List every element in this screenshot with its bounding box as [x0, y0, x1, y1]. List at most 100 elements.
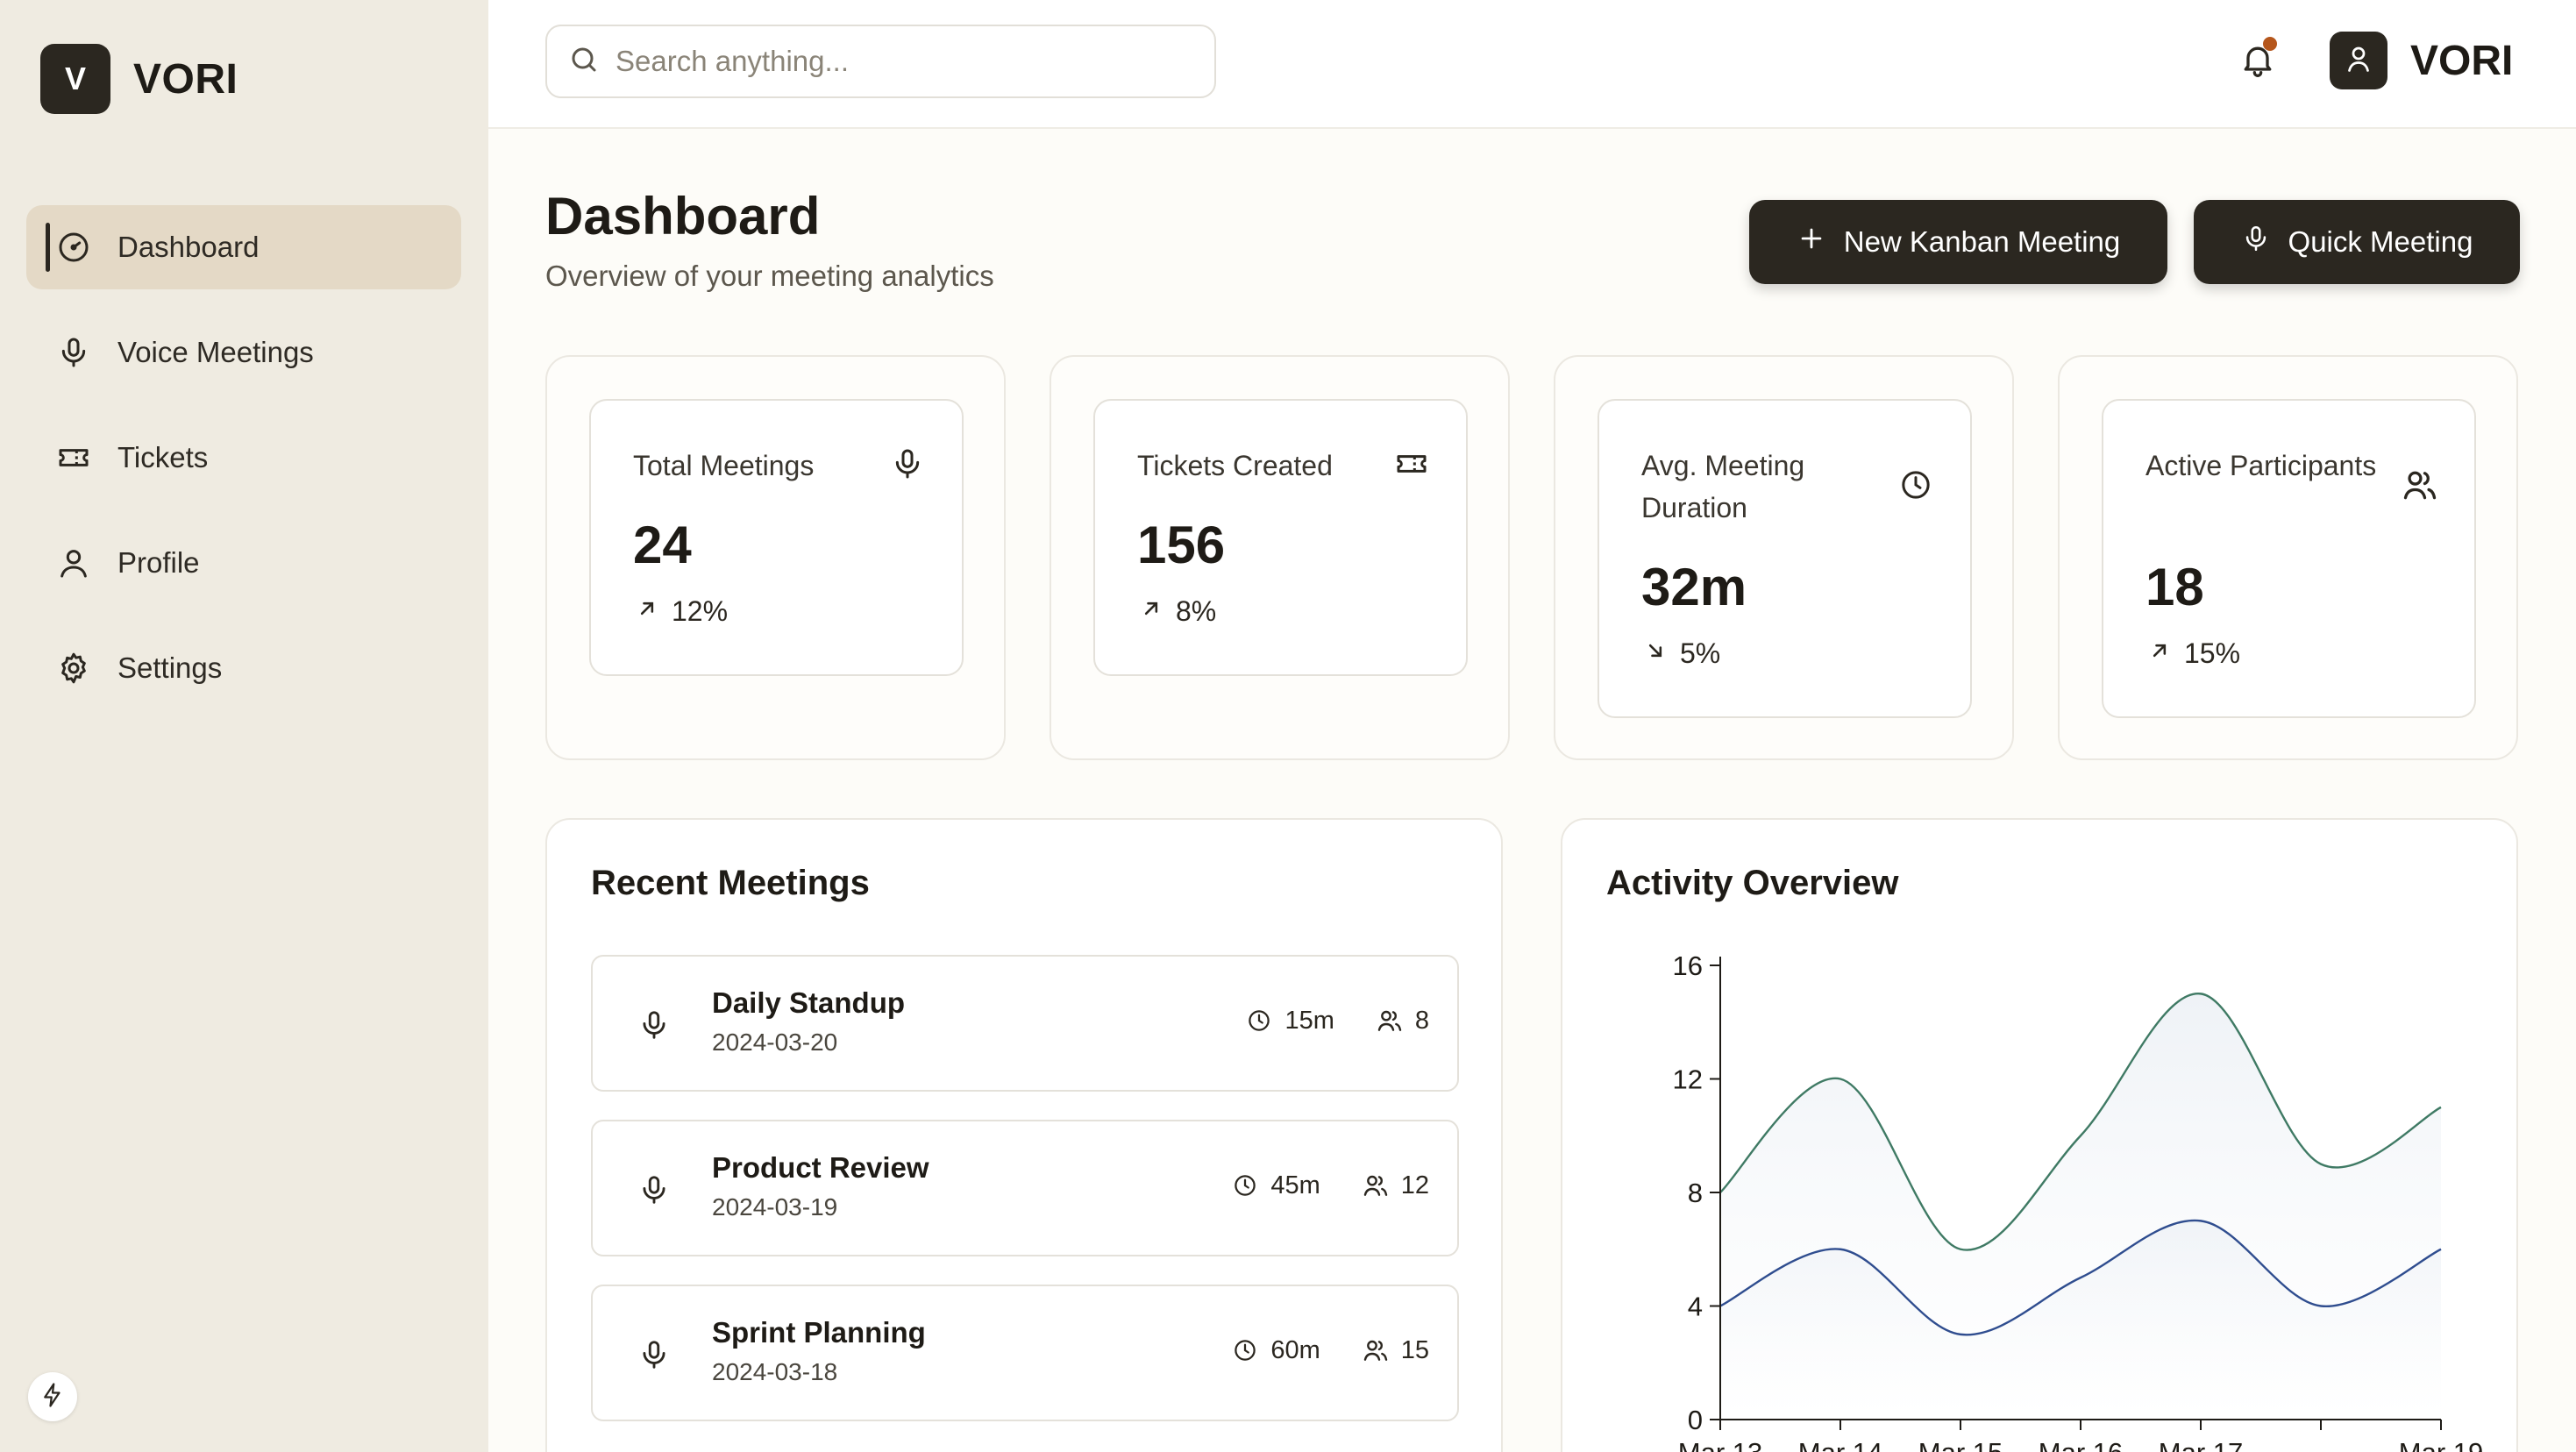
series-area-2: [1720, 1220, 2441, 1420]
x-tick-label: Mar 15: [1918, 1437, 2003, 1452]
sidebar-item-tickets[interactable]: Tickets: [26, 416, 461, 500]
brand-name: VORI: [133, 55, 238, 103]
user-icon: [56, 545, 91, 580]
topbar: VORI: [488, 0, 2576, 129]
microphone-icon: [635, 1335, 673, 1374]
meeting-item[interactable]: Daily Standup 2024-03-20 15m 8: [591, 955, 1459, 1092]
sidebar-item-label: Profile: [117, 546, 200, 579]
x-tick-label: Mar 17: [2159, 1437, 2243, 1452]
brand[interactable]: V VORI: [40, 44, 238, 114]
stat-change-value: 12%: [672, 595, 729, 627]
trend-up-icon: [1139, 595, 1163, 628]
stat-card-inner: Avg. Meeting Duration 32m 5%: [1598, 399, 1972, 718]
y-tick-label: 8: [1688, 1178, 1703, 1208]
trend-down-icon: [1643, 637, 1668, 670]
clock-icon: [1896, 466, 1935, 504]
activity-overview-panel: Activity Overview 0 4 8 12 16 Mar 13 Mar 14 Mar…: [1561, 818, 2518, 1452]
meeting-participants: 8: [1414, 1006, 1429, 1035]
stat-change: 5%: [1643, 637, 1720, 670]
stat-change-value: 8%: [1176, 595, 1217, 627]
microphone-icon: [635, 1171, 673, 1209]
meeting-duration: 15m: [1284, 1006, 1334, 1035]
users-icon: [1375, 1006, 1405, 1036]
notification-dot: [2263, 37, 2277, 51]
gear-icon: [56, 651, 91, 686]
sidebar-item-label: Voice Meetings: [117, 336, 314, 368]
users-icon: [1361, 1335, 1391, 1365]
stat-card-avg-duration: Avg. Meeting Duration 32m 5%: [1554, 355, 2014, 760]
notifications-button[interactable]: [2231, 35, 2284, 88]
stat-value: 24: [633, 516, 692, 574]
sidebar-item-label: Tickets: [117, 441, 209, 473]
stat-value: 32m: [1641, 558, 1747, 616]
user-icon: [2343, 43, 2374, 79]
trend-up-icon: [635, 595, 659, 628]
stat-card-total-meetings: Total Meetings 24 12%: [545, 355, 1006, 760]
clock-icon: [1230, 1335, 1260, 1365]
new-kanban-meeting-button[interactable]: New Kanban Meeting: [1749, 200, 2167, 284]
x-tick-label: Mar 13: [1678, 1437, 1762, 1452]
meeting-title: Product Review: [712, 1151, 929, 1184]
meeting-meta: 15m 8: [1244, 1006, 1429, 1036]
meeting-item[interactable]: Sprint Planning 2024-03-18 60m 15: [591, 1285, 1459, 1421]
stat-card-inner: Tickets Created 156 8%: [1093, 399, 1468, 676]
meeting-title: Sprint Planning: [712, 1316, 926, 1349]
stat-label: Tickets Created: [1137, 450, 1333, 481]
meeting-meta: 60m 15: [1230, 1335, 1429, 1365]
stat-card-inner: Total Meetings 24 12%: [589, 399, 964, 676]
sidebar-item-dashboard[interactable]: Dashboard: [26, 205, 461, 289]
meeting-participants: 12: [1400, 1171, 1429, 1199]
plus-icon: [1797, 224, 1826, 260]
quick-action-button[interactable]: [28, 1372, 77, 1421]
activity-chart: 0 4 8 12 16 Mar 13 Mar 14 Mar 15 Mar 16 Mar 17 Mar…: [1673, 950, 2484, 1452]
meeting-date: 2024-03-19: [712, 1193, 838, 1221]
bolt-icon: [39, 1382, 66, 1413]
microphone-icon: [56, 335, 91, 370]
sidebar-item-voice-meetings[interactable]: Voice Meetings: [26, 310, 461, 395]
page-subtitle: Overview of your meeting analytics: [545, 260, 994, 292]
sidebar-item-label: Settings: [117, 651, 223, 684]
meeting-title: Daily Standup: [712, 986, 906, 1019]
stat-change: 8%: [1139, 595, 1216, 628]
gauge-icon: [56, 230, 91, 265]
stat-value: 18: [2145, 558, 2204, 616]
stat-card-inner: Active Participants 18 15%: [2102, 399, 2476, 718]
search-box[interactable]: [545, 25, 1216, 98]
sidebar-nav: Dashboard Voice Meetings Tickets Profile…: [26, 205, 461, 731]
x-tick-label: Mar 19: [2399, 1437, 2483, 1452]
panel-title: Recent Meetings: [591, 864, 870, 902]
users-icon: [2401, 466, 2439, 504]
sidebar: V VORI Dashboard Voice Meetings Tickets: [0, 0, 488, 1452]
x-tick-label: Mar 16: [2039, 1437, 2123, 1452]
user-menu[interactable]: VORI: [2330, 32, 2513, 89]
sidebar-item-label: Dashboard: [117, 231, 260, 263]
quick-meeting-button[interactable]: Quick Meeting: [2194, 200, 2520, 284]
microphone-icon: [2241, 224, 2271, 260]
ticket-icon: [1392, 445, 1431, 483]
series-line-1: [1719, 993, 2442, 1251]
meeting-meta: 45m 12: [1230, 1171, 1429, 1200]
panel-title: Activity Overview: [1606, 864, 1899, 902]
y-tick-label: 12: [1673, 1064, 1703, 1095]
stat-label: Active Participants: [2145, 450, 2377, 481]
search-input[interactable]: [616, 45, 1177, 78]
stat-change: 15%: [2147, 637, 2240, 670]
recent-meetings-panel: Recent Meetings Daily Standup 2024-03-20…: [545, 818, 1503, 1452]
microphone-icon: [888, 445, 927, 483]
button-label: Quick Meeting: [2288, 225, 2473, 258]
sidebar-item-profile[interactable]: Profile: [26, 521, 461, 605]
user-name: VORI: [2410, 37, 2514, 84]
stat-change-value: 5%: [1680, 637, 1721, 669]
page-title: Dashboard: [545, 187, 821, 246]
stat-label: Avg. Meeting Duration: [1641, 450, 1805, 523]
meeting-item[interactable]: Product Review 2024-03-19 45m 12: [591, 1120, 1459, 1256]
y-tick-label: 0: [1688, 1405, 1703, 1435]
meeting-participants: 15: [1400, 1335, 1429, 1364]
stat-card-tickets-created: Tickets Created 156 8%: [1050, 355, 1510, 760]
series-line-2: [1719, 1219, 2442, 1336]
y-tick-label: 16: [1673, 950, 1703, 981]
trend-up-icon: [2147, 637, 2172, 670]
meeting-duration: 45m: [1270, 1171, 1320, 1199]
stat-change: 12%: [635, 595, 728, 628]
sidebar-item-settings[interactable]: Settings: [26, 626, 461, 710]
